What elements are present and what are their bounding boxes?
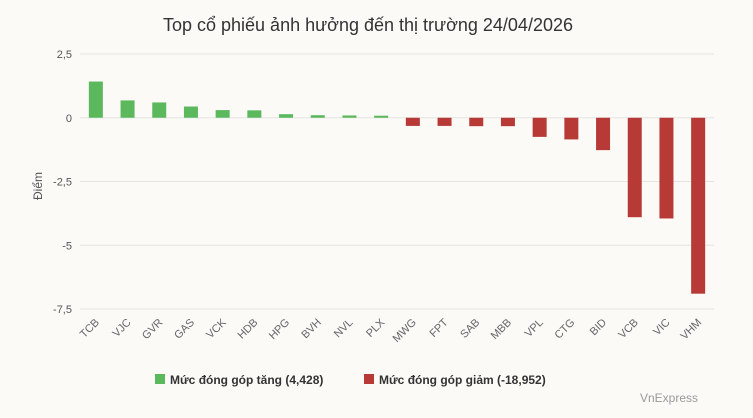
x-tick-label: BID (588, 317, 609, 338)
bar-gvr[interactable] (152, 102, 167, 118)
x-tick-label: FPT (427, 316, 450, 339)
bar-vcb[interactable] (627, 117, 642, 218)
x-tick-label: VCK (204, 316, 229, 341)
x-tick-label: TCB (78, 317, 102, 341)
x-tick-label: VCB (616, 317, 640, 341)
x-tick-label: NVL (332, 317, 356, 341)
x-axis: TCB VJC GVR GAS VCK HDB HPG BVH NVL PLX MWG FPT SAB M… (78, 316, 704, 345)
x-tick-label: SAB (458, 317, 482, 341)
bars (88, 81, 706, 294)
legend-label-decrease: Mức đóng góp giảm (-18,952) (379, 373, 546, 387)
x-tick-label: VJC (110, 317, 133, 340)
bar-fpt[interactable] (437, 117, 452, 126)
bar-vic[interactable] (659, 117, 674, 219)
bar-nvl[interactable] (342, 115, 357, 118)
y-axis: 2,5 0 -2,5 -5 -7,5 (53, 49, 72, 316)
bar-vjc[interactable] (120, 100, 135, 118)
x-tick-label: VIC (651, 317, 672, 338)
bar-ctg[interactable] (564, 117, 579, 140)
x-tick-label: VHM (678, 317, 704, 343)
credits[interactable]: VnExpress (640, 391, 698, 405)
legend-item-increase[interactable]: Mức đóng góp tăng (4,428) (155, 373, 323, 387)
legend-swatch-decrease (364, 374, 374, 384)
bar-hdb[interactable] (247, 110, 262, 118)
x-tick-label: GAS (172, 317, 197, 342)
x-tick-label: HDB (236, 317, 261, 342)
bar-bvh[interactable] (310, 115, 325, 118)
legend-label-increase: Mức đóng góp tăng (4,428) (170, 373, 323, 387)
bar-gas[interactable] (183, 106, 198, 118)
bar-vhm[interactable] (691, 117, 706, 294)
y-tick-label: -7,5 (53, 304, 72, 316)
bar-hpg[interactable] (279, 114, 294, 118)
legend-swatch-increase (155, 374, 165, 384)
x-tick-label: GVR (140, 317, 165, 342)
bar-vpl[interactable] (532, 117, 547, 137)
bar-mwg[interactable] (405, 117, 420, 126)
bar-tcb[interactable] (88, 81, 103, 118)
bar-plx[interactable] (374, 115, 389, 118)
grid (80, 53, 714, 310)
y-tick-label: -5 (62, 240, 72, 252)
x-tick-label: MBB (489, 317, 514, 342)
y-axis-title: Điểm (31, 172, 45, 200)
y-tick-label: 0 (66, 113, 72, 125)
legend-item-decrease[interactable]: Mức đóng góp giảm (-18,952) (364, 373, 546, 387)
x-tick-label: VPL (523, 317, 546, 340)
bar-sab[interactable] (469, 117, 484, 127)
x-tick-label: MWG (391, 317, 419, 345)
legend: Mức đóng góp tăng (4,428) Mức đóng góp g… (155, 373, 546, 387)
bar-mbb[interactable] (500, 117, 515, 127)
bar-vck[interactable] (215, 110, 230, 118)
y-tick-label: 2,5 (57, 49, 72, 61)
x-tick-label: CTG (553, 317, 578, 342)
x-tick-label: PLX (364, 316, 388, 340)
y-tick-label: -2,5 (53, 177, 72, 189)
x-tick-label: BVH (299, 317, 324, 342)
x-tick-label: HPG (267, 317, 292, 342)
bar-bid[interactable] (596, 117, 611, 151)
chart-title: Top cổ phiếu ảnh hưởng đến thị trường 24… (163, 15, 573, 35)
